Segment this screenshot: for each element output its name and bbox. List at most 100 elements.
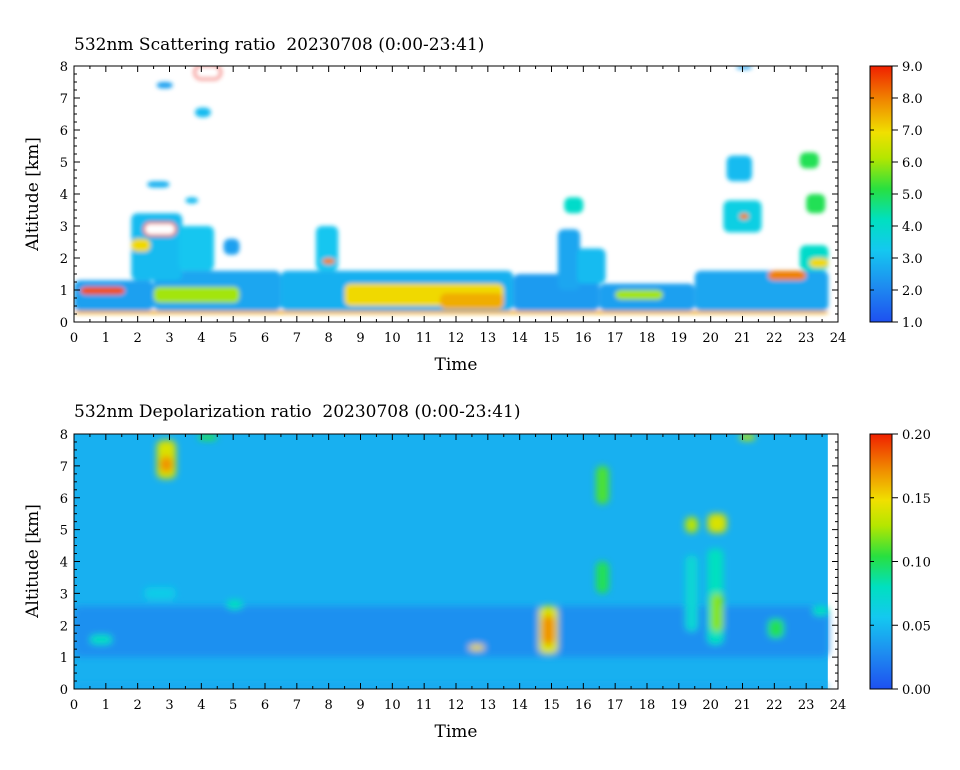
x-tick-label: 4	[197, 331, 205, 346]
y-tick-label: 7	[60, 460, 68, 475]
heatmap-feature	[812, 606, 829, 616]
y-tick-label: 6	[60, 492, 68, 507]
y-tick-label: 0	[60, 316, 68, 331]
heatmap-feature	[557, 229, 581, 290]
y-tick-label: 8	[60, 428, 68, 443]
x-tick-label: 8	[325, 698, 333, 713]
x-tick-label: 4	[197, 698, 205, 713]
x-tick-label: 24	[830, 698, 847, 713]
depolarization-ratio-y-axis: 0 1 2 3 4 5 6 7 8	[60, 428, 838, 698]
heatmap-feature	[159, 456, 173, 473]
heatmap-feature	[541, 615, 555, 645]
colorbar-tick-label: 0.10	[902, 556, 931, 571]
colorbar-tick-label: 6.0	[902, 156, 923, 171]
x-tick-label: 22	[766, 698, 783, 713]
heatmap-feature	[74, 606, 829, 658]
x-tick-label: 20	[702, 331, 719, 346]
y-tick-label: 2	[60, 252, 68, 267]
x-tick-label: 21	[734, 331, 751, 346]
colorbar-tick-label: 7.0	[902, 124, 923, 139]
x-tick-label: 3	[165, 698, 173, 713]
heatmap-feature	[707, 513, 727, 533]
colorbar-tick-label: 4.0	[902, 220, 923, 235]
heatmap-feature	[74, 684, 829, 689]
x-tick-label: 23	[798, 698, 815, 713]
heatmap-feature	[809, 258, 829, 268]
x-tick-label: 2	[134, 698, 142, 713]
heatmap-feature	[80, 286, 125, 295]
x-tick-label: 18	[639, 698, 656, 713]
scattering-ratio-colorbar-ticks: 1.0 2.0 3.0 4.0 5.0 6.0 7.0 8.0 9.0	[870, 60, 923, 331]
x-tick-label: 16	[575, 698, 592, 713]
depolarization-ratio-x-axis: 0 1 2 3 4 5 6 7 8 9 10 11 12 13 14 15 16 17 18 19 20 21 22 23 24	[70, 434, 846, 713]
heatmap-feature	[685, 555, 698, 632]
heatmap-feature	[564, 197, 584, 214]
depolarization-ratio-ylabel: Altitude [km]	[23, 504, 43, 619]
heatmap-feature	[468, 644, 485, 651]
x-tick-label: 10	[384, 698, 401, 713]
heatmap-feature	[226, 599, 243, 610]
x-tick-label: 12	[448, 331, 465, 346]
heatmap-feature	[153, 286, 240, 303]
y-tick-label: 8	[60, 60, 68, 75]
heatmap-feature	[322, 258, 336, 265]
heatmap-feature	[739, 213, 749, 220]
x-tick-label: 15	[543, 698, 560, 713]
y-tick-label: 3	[60, 587, 68, 602]
heatmap-feature	[147, 181, 170, 188]
x-tick-label: 16	[575, 331, 592, 346]
heatmap-feature	[185, 197, 199, 204]
y-tick-label: 6	[60, 124, 68, 139]
heatmap-feature	[596, 561, 609, 594]
x-tick-label: 23	[798, 331, 815, 346]
x-tick-label: 21	[734, 698, 751, 713]
y-tick-label: 1	[60, 284, 68, 299]
heatmap-feature	[596, 465, 609, 505]
x-tick-label: 8	[325, 331, 333, 346]
x-tick-label: 17	[607, 331, 624, 346]
depolarization-ratio-plot-area	[74, 434, 829, 689]
colorbar-tick-label: 9.0	[902, 60, 923, 75]
x-tick-label: 0	[70, 698, 78, 713]
colorbar-tick-label: 2.0	[902, 284, 923, 299]
y-tick-label: 4	[60, 556, 68, 571]
x-tick-label: 24	[830, 331, 847, 346]
x-tick-label: 14	[511, 698, 528, 713]
scattering-ratio-plot-area	[74, 66, 829, 314]
x-tick-label: 15	[543, 331, 560, 346]
heatmap-feature	[767, 270, 807, 281]
heatmap-feature	[143, 221, 177, 237]
x-tick-label: 9	[356, 331, 364, 346]
x-tick-label: 5	[229, 331, 237, 346]
heatmap-feature	[74, 310, 829, 314]
x-tick-label: 10	[384, 331, 401, 346]
colorbar-tick-label: 3.0	[902, 252, 923, 267]
y-tick-label: 4	[60, 188, 68, 203]
x-tick-label: 9	[356, 698, 364, 713]
colorbar-tick-label: 1.0	[902, 316, 923, 331]
depolarization-ratio-title: 532nm Depolarization ratio 20230708 (0:0…	[74, 402, 521, 422]
x-tick-label: 1	[102, 698, 110, 713]
depolarization-ratio-xlabel: Time	[435, 722, 478, 742]
depolarization-ratio-colorbar-ticks: 0.00 0.05 0.10 0.15 0.20	[870, 428, 931, 698]
colorbar-tick-label: 5.0	[902, 188, 923, 203]
colorbar-tick-label: 0.05	[902, 619, 931, 634]
scattering-ratio-x-axis: 0 1 2 3 4 5 6 7 8 9 10 11 12 13 14 15 16 17 18 19 20 21 22 23 24	[70, 66, 846, 346]
heatmap-feature	[179, 226, 215, 271]
x-tick-label: 22	[766, 331, 783, 346]
heatmap-feature	[736, 66, 753, 70]
scattering-ratio-y-axis: 0 1 2 3 4 5 6 7 8	[60, 60, 838, 331]
heatmap-feature	[615, 290, 663, 300]
heatmap-feature	[223, 238, 240, 255]
heatmap-feature	[193, 66, 222, 80]
heatmap-feature	[576, 248, 606, 284]
x-tick-label: 6	[261, 331, 269, 346]
x-tick-label: 11	[416, 698, 433, 713]
heatmap-feature	[694, 270, 829, 311]
x-tick-label: 17	[607, 698, 624, 713]
x-tick-label: 19	[671, 698, 688, 713]
heatmap-feature	[74, 280, 154, 311]
colorbar-tick-label: 0.20	[902, 428, 931, 443]
scattering-ratio-title: 532nm Scattering ratio 20230708 (0:00-23…	[74, 35, 484, 55]
